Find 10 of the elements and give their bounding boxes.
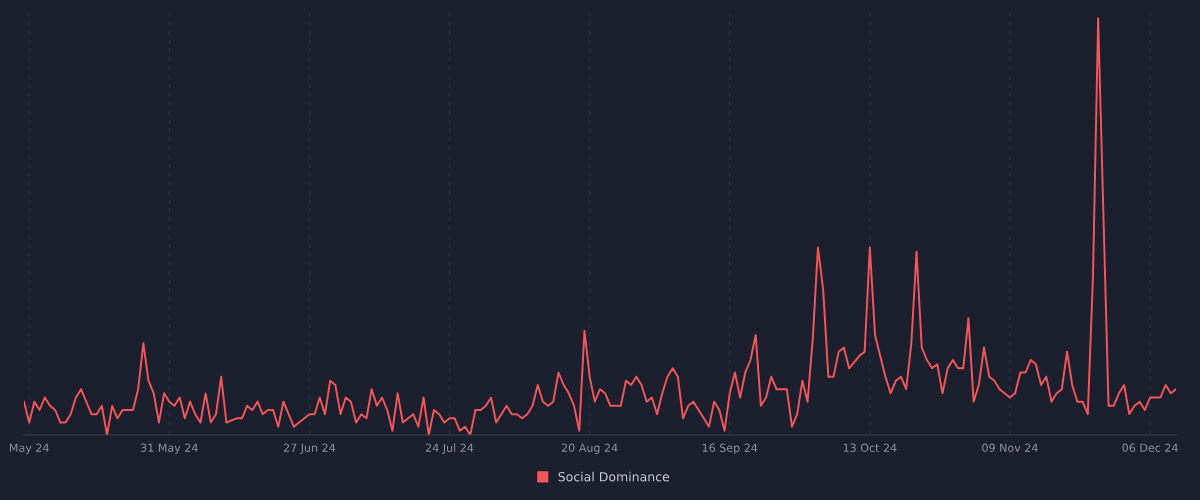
x-tick-label: 24 Jul 24 [425, 443, 474, 454]
x-tick-label: 06 Dec 24 [1122, 443, 1178, 452]
x-tick-label: 13 Oct 24 [843, 443, 897, 452]
x-tick-label: 09 Nov 24 [982, 443, 1038, 452]
x-tick-label: May 24 [9, 443, 49, 455]
x-tick-label: 27 Jun 24 [283, 443, 336, 454]
x-tick-label: 16 Sep 24 [702, 443, 758, 455]
x-tick-label: 31 May 24 [140, 443, 198, 455]
x-tick-label: 20 Aug 24 [561, 443, 618, 455]
legend-label: Social Dominance [558, 471, 670, 482]
